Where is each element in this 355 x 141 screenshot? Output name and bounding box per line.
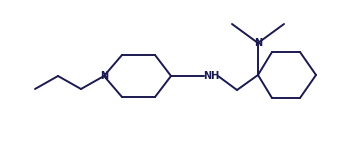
Text: N: N bbox=[254, 38, 262, 48]
Text: N: N bbox=[100, 71, 108, 81]
Text: NH: NH bbox=[203, 71, 219, 81]
